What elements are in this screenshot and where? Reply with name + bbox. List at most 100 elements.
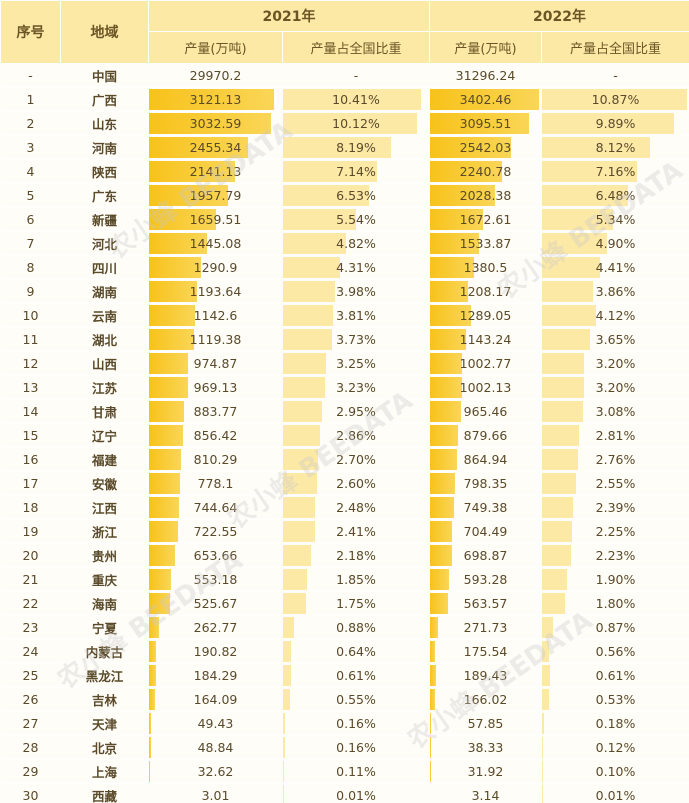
share-bar [541,185,628,206]
row-share-2022-text: 9.89% [595,116,636,131]
row-region-text: 辽宁 [91,429,117,444]
row-share-2021: 4.82% [282,231,430,256]
production-bar [148,89,275,110]
row-region: 云南 [60,303,149,328]
header-production-2021: 产量(万吨) [148,31,283,64]
row-index: 19 [0,519,61,544]
row-production-2022-text: 2028.38 [459,188,512,203]
row-region: 上海 [60,759,149,784]
row-region-text: 天津 [91,717,117,732]
row-production-2022: 2542.03 [429,135,542,160]
row-production-2021-text: 722.55 [193,524,238,539]
production-bar [148,113,271,134]
row-share-2022-text: 3.86% [595,284,636,299]
row-region: 新疆 [60,207,149,232]
row-share-2022: 0.61% [541,663,689,688]
production-bar [148,761,150,782]
row-share-2022-text: 0.56% [595,644,636,659]
row-share-2022-text: 3.20% [595,356,636,371]
row-index: 15 [0,423,61,448]
row-production-2022: 563.57 [429,591,542,616]
row-production-2021-text: 525.67 [193,596,238,611]
row-share-2021-text: 5.54% [336,212,376,227]
total-share-2021: - [282,63,430,88]
row-index: 8 [0,255,61,280]
row-share-2021-text: 2.86% [336,428,376,443]
row-share-2021-text: 2.18% [336,548,376,563]
production-bar [148,185,228,206]
production-bar [148,689,156,710]
row-index-text: 18 [22,500,39,515]
row-production-2022: 189.43 [429,663,542,688]
row-index: 17 [0,471,61,496]
row-share-2022: 0.87% [541,615,689,640]
row-share-2022-text: 3.65% [595,332,636,347]
table-row: 27 天津 49.43 0.16% 57.85 0.18% [0,711,689,736]
production-bar [148,449,182,470]
share-bar [541,737,544,758]
production-bar [148,137,248,158]
row-index: 4 [0,159,61,184]
row-share-2022-text: 0.12% [595,740,636,755]
row-region-text: 广西 [91,93,117,108]
row-share-2022: 2.25% [541,519,689,544]
row-region-text: 四川 [91,261,117,276]
row-production-2021-text: 184.29 [193,668,238,683]
row-production-2022-text: 57.85 [467,716,504,731]
row-production-2021: 164.09 [148,687,283,712]
row-production-2021: 722.55 [148,519,283,544]
row-region: 河北 [60,231,149,256]
table-row: 15 辽宁 856.42 2.86% 879.66 2.81% [0,423,689,448]
row-index: 20 [0,543,61,568]
row-production-2022-text: 965.46 [463,404,508,419]
row-region-text: 安徽 [91,477,117,492]
row-region-text: 海南 [91,597,117,612]
row-production-2021: 1957.79 [148,183,283,208]
row-production-2022-text: 1002.77 [459,356,512,371]
row-production-2022: 1208.17 [429,279,542,304]
row-index-text: 8 [26,260,35,275]
row-region-text: 吉林 [91,693,117,708]
production-bar [148,257,201,278]
row-region-text: 山东 [91,117,117,132]
row-share-2022-text: 6.48% [595,188,636,203]
row-share-2022: 3.86% [541,279,689,304]
share-bar [282,113,417,134]
row-share-2021: 8.19% [282,135,430,160]
share-bar [541,329,591,350]
header-production-2022: 产量(万吨) [429,31,542,64]
share-bar [541,761,543,782]
share-bar [541,425,579,446]
row-index: 6 [0,207,61,232]
row-production-2022: 1002.77 [429,351,542,376]
row-share-2021: 0.55% [282,687,430,712]
row-production-2022: 1289.05 [429,303,542,328]
row-index-text: 19 [22,524,39,539]
row-share-2022: 9.89% [541,111,689,136]
row-region-text: 新疆 [91,213,117,228]
share-bar [282,377,326,398]
share-bar [282,689,290,710]
row-index-text: 20 [22,548,39,563]
row-share-2021-text: 0.11% [336,764,376,779]
production-bar [148,401,185,422]
production-bar [148,641,157,662]
row-region: 宁夏 [60,615,149,640]
share-bar [541,497,574,518]
row-production-2021-text: 190.82 [193,644,238,659]
row-production-2022: 1002.13 [429,375,542,400]
production-bar [429,137,512,158]
row-index: 13 [0,375,61,400]
row-production-2021-text: 1445.08 [189,236,242,251]
row-region-text: 西藏 [91,789,117,803]
row-index: 21 [0,567,61,592]
row-share-2021-text: 0.55% [336,692,376,707]
row-share-2022: 3.20% [541,375,689,400]
row-index: 18 [0,495,61,520]
production-bar [429,425,458,446]
row-production-2021: 810.29 [148,447,283,472]
row-production-2021-text: 653.66 [193,548,238,563]
production-bar [148,305,195,326]
production-bar [429,377,462,398]
row-region: 海南 [60,591,149,616]
